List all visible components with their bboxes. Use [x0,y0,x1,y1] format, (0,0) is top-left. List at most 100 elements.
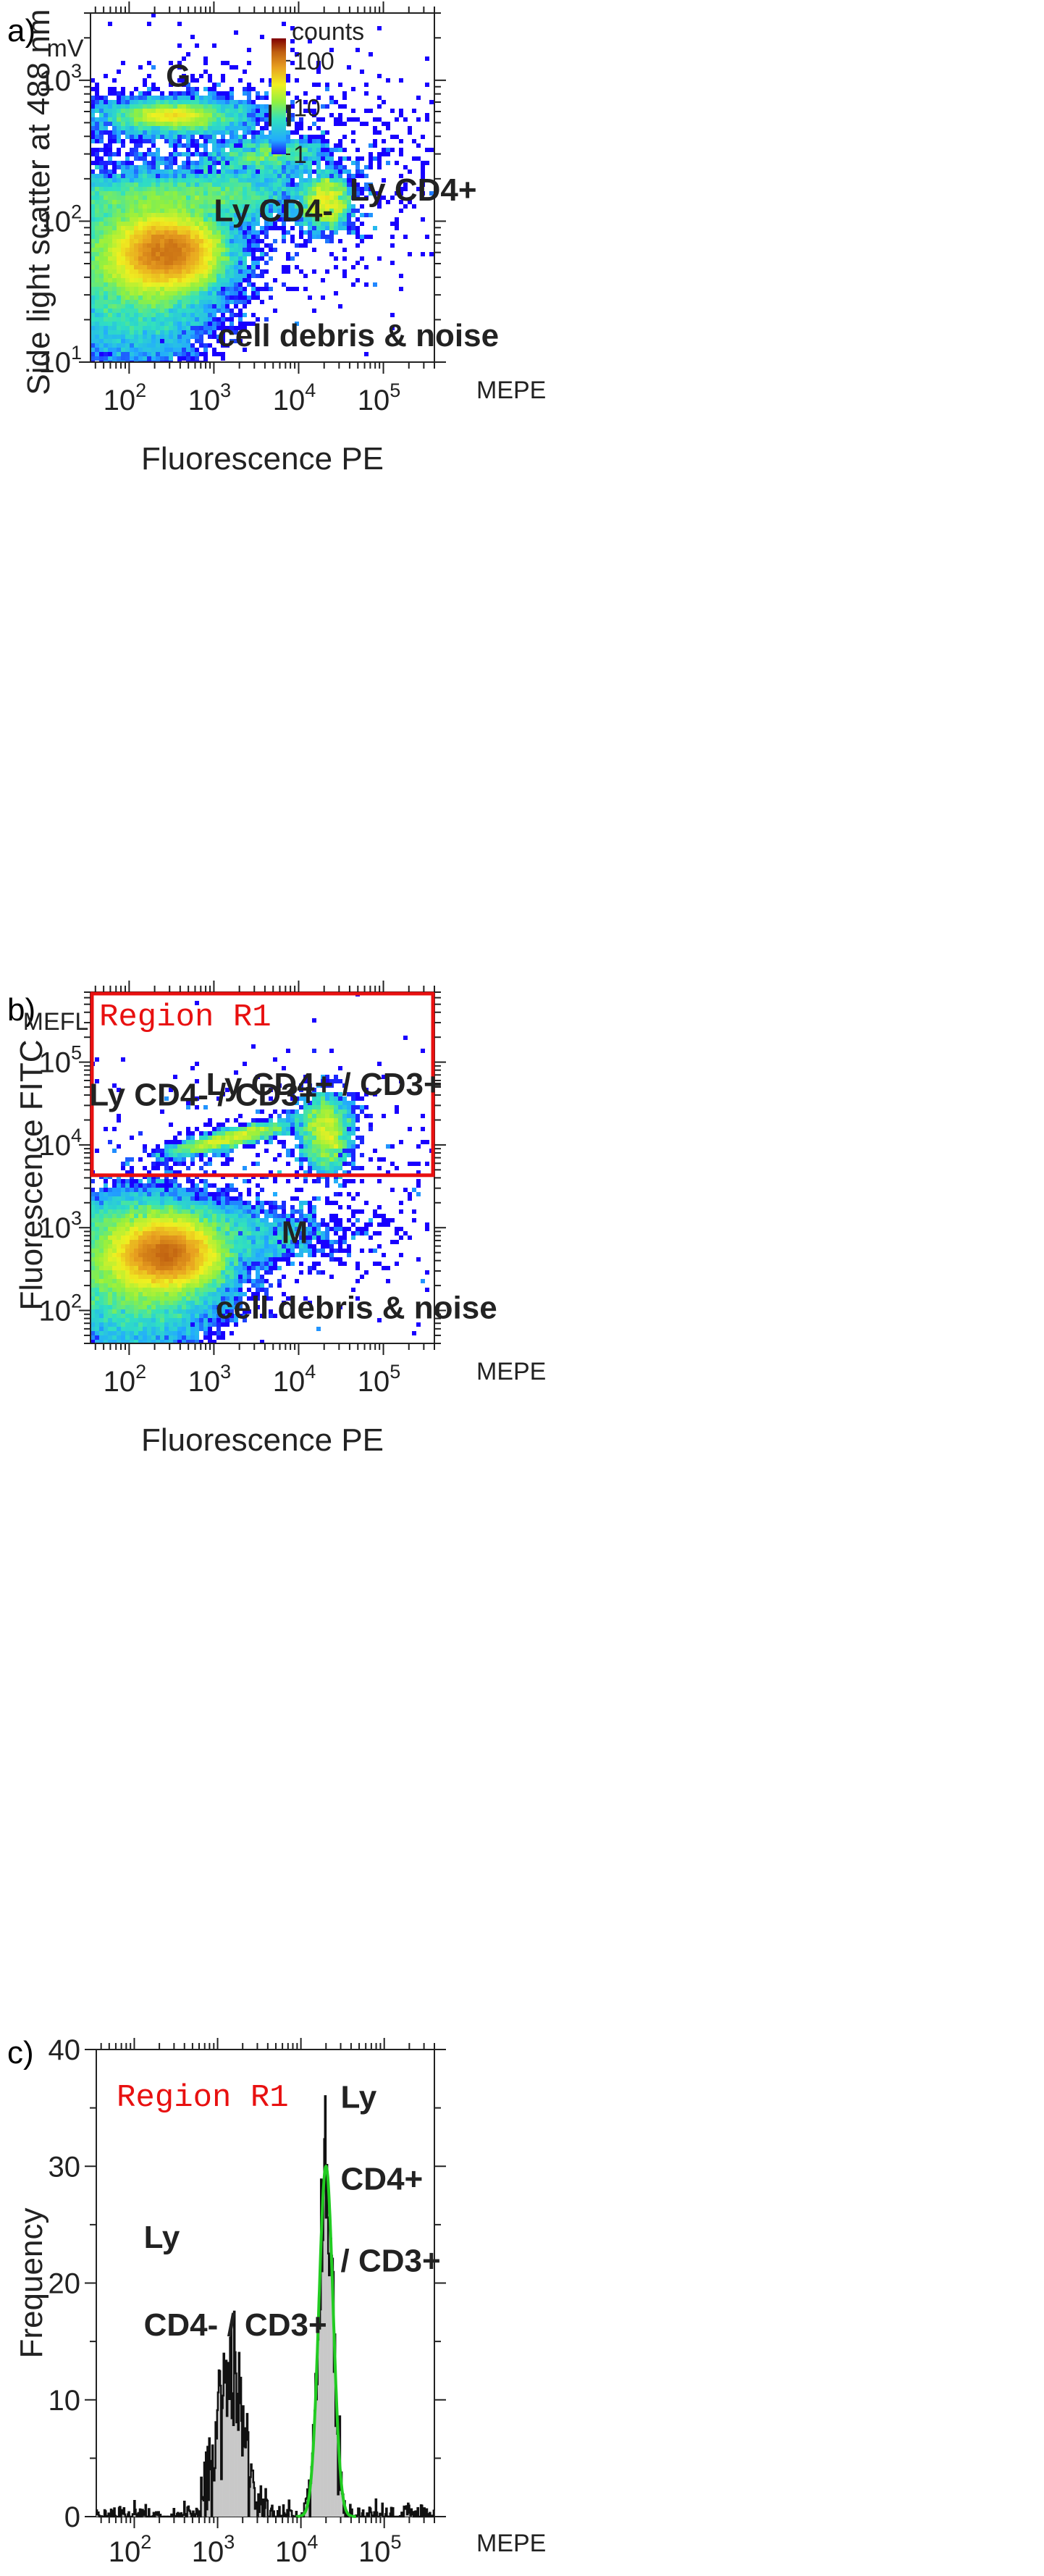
panel-a-density-cell [282,200,286,204]
panel-a-density-cell [117,200,121,204]
panel-b-density-cell [360,1227,364,1231]
panel-b-density-cell [273,1240,277,1244]
panel-a-density-cell [117,265,121,269]
panel-a-density-cell [182,187,186,191]
panel-b-density-cell [377,1262,382,1266]
panel-a-density-cell [130,239,134,243]
panel-a-density-cell [160,122,164,126]
panel-a-density-cell [190,300,195,304]
panel-a-density-cell [156,235,160,239]
panel-a-density-cell [134,235,138,239]
panel-a-density-cell [282,222,286,226]
panel-a-density-cell [160,91,164,96]
panel-a-density-cell [104,335,108,339]
panel-a-density-cell [151,248,156,252]
panel-a-density-cell [134,109,138,113]
panel-b-density-cell [164,1183,169,1188]
panel-a-density-cell [329,48,334,52]
panel-b-density-cell [286,1131,290,1136]
panel-a-density-cell [177,343,182,348]
panel-b-density-cell [295,1131,299,1136]
panel-b-density-cell [342,1101,347,1105]
panel-b-density-cell [303,1101,308,1105]
panel-a-density-cell [138,200,143,204]
panel-a-density-cell [186,282,190,287]
panel-a-density-cell [138,313,143,317]
panel-a-density-cell [90,352,95,356]
panel-a-density-cell [243,143,247,148]
panel-b-density-cell [321,1127,325,1131]
panel-a-density-cell [225,256,230,261]
panel-a-density-cell [164,252,169,256]
panel-b-density-cell [203,1123,208,1127]
panel-a-density-cell [90,213,95,217]
panel-b-density-cell [130,1157,134,1162]
panel-b-density-cell [355,1166,360,1170]
panel-b-density-cell [208,1157,212,1162]
panel-a-density-cell [203,217,208,222]
panel-b-density-cell [286,1049,290,1053]
panel-a-density-cell [182,56,186,61]
panel-a-density-cell [121,269,125,274]
panel-a-density-cell [212,161,216,165]
panel-a-ytick-label-1: 102 [38,201,82,238]
panel-a-density-cell [208,313,212,317]
panel-a-density-cell [290,196,295,200]
panel-a-density-cell [95,256,99,261]
panel-a-density-cell [395,135,399,139]
panel-a-density-cell [243,174,247,178]
panel-b-density-cell [347,1249,351,1253]
panel-a-density-cell [351,226,355,230]
panel-a-density-cell [104,356,108,361]
panel-a-density-cell [256,248,260,252]
panel-a-density-cell [221,282,225,287]
panel-b-density-cell [238,1209,243,1214]
panel-b-density-cell [190,1235,195,1240]
panel-a-density-cell [95,165,99,169]
panel-b-density-cell [186,1144,190,1149]
panel-a-density-cell [164,169,169,174]
panel-b-density-cell [290,1235,295,1240]
panel-a-density-cell [156,117,160,122]
panel-a-density-cell [160,196,164,200]
panel-a-density-cell [199,113,203,117]
panel-b-density-cell [282,1244,286,1249]
panel-b-density-cell [286,1162,290,1166]
panel-a-density-cell [151,330,156,335]
panel-a-density-cell [221,317,225,322]
panel-b-density-cell [221,1188,225,1192]
panel-a-density-cell [256,135,260,139]
panel-a-density-cell [230,239,234,243]
panel-a-density-cell [269,161,273,165]
panel-a-density-cell [186,348,190,352]
panel-a-density-cell [99,304,104,309]
panel-b-density-cell [234,1227,238,1231]
panel-a-density-cell [186,169,190,174]
panel-a-density-cell [134,213,138,217]
panel-a-density-cell [208,295,212,300]
panel-b-density-cell [316,1127,321,1131]
panel-b-density-cell [147,1253,151,1257]
panel-a-density-cell [308,222,312,226]
panel-b-density-cell [212,1222,216,1227]
panel-a-density-cell [156,135,160,139]
panel-a-density-cell [90,161,95,165]
panel-a-density-cell [177,91,182,96]
panel-a-density-cell [195,117,199,122]
panel-a-density-cell [230,265,234,269]
panel-a-density-cell [347,191,351,196]
panel-a-density-cell [325,213,329,217]
panel-b-density-cell [277,1131,282,1136]
panel-b-density-cell [177,1249,182,1253]
panel-b-density-cell [125,1227,130,1231]
panel-b-density-cell [112,1214,117,1218]
panel-a-density-cell [312,122,316,126]
panel-b-density-cell [164,1244,169,1249]
panel-a-density-cell [230,174,234,178]
panel-a-density-cell [329,96,334,100]
panel-a-density-cell [251,152,256,156]
panel-b-density-cell [203,1253,208,1257]
panel-b-density-cell [338,1205,342,1209]
panel-b-density-cell [351,1144,355,1149]
panel-a-density-cell [95,265,99,269]
